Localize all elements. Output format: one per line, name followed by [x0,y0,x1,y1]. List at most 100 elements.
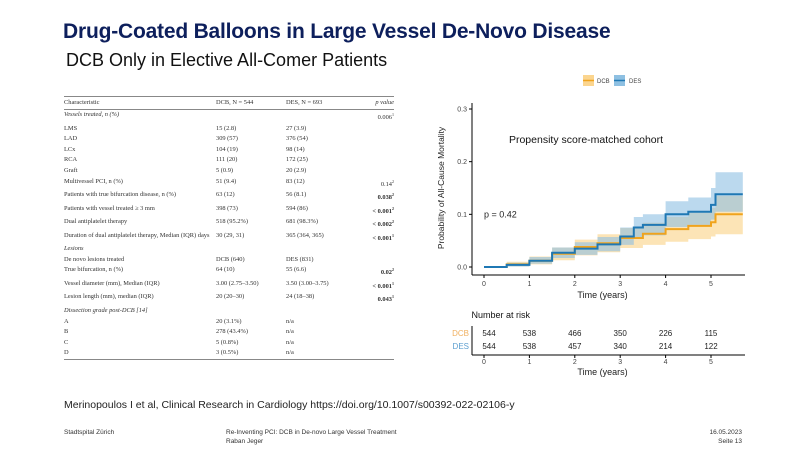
header-dcb: DCB, N = 544 [216,96,286,110]
p-value-annotation: p = 0.42 [484,209,517,219]
table-row: A 20 (3.1%) n/a [64,317,394,328]
row-p-value [358,255,394,266]
row-des-value [286,244,358,255]
table-row: Lesion length (mm), median (IQR) 20 (20–3… [64,292,394,306]
x-tick-label: 0 [482,281,486,288]
x-tick-label: 3 [618,281,622,288]
des-line [484,193,743,268]
header-characteristic: Characteristic [64,96,216,110]
table-row: Duration of dual antiplatelet therapy, M… [64,231,394,245]
row-p-value [358,306,394,317]
table-row: Multivessel PCI, n (%) 51 (9.4) 83 (12) 0.1… [64,177,394,191]
y-tick-label: 0.2 [457,159,467,166]
row-des-value: 365 (364, 365) [286,231,324,239]
row-label: Vessel diameter (mm), Median (IQR) [64,279,160,287]
risk-value: 115 [705,329,718,338]
table-row: LCx 104 (19) 98 (14) [64,145,394,156]
table-row: RCA 111 (20) 172 (25) [64,155,394,166]
row-dcb-value [216,110,286,124]
row-des-value: 24 (18–38) [286,293,315,301]
row-des-value: 98 (14) [286,145,305,153]
table-row: Graft 5 (0.9) 20 (2.9) [64,166,394,177]
row-p-value: 0.0431 [358,292,394,306]
row-dcb-value: 278 (43.4%) [216,328,248,336]
row-p-value: 0.142 [358,177,394,191]
row-p-value [358,338,394,349]
header-p-value: p value [358,96,394,110]
table-row: Vessel diameter (mm), Median (IQR) 3.00 (… [64,279,394,293]
row-label: Patients with true bifurcation disease, … [64,191,176,199]
row-dcb-value: 3 (0.5%) [216,348,286,360]
p-value-footnote: 2 [392,267,394,273]
risk-value: 544 [482,329,496,338]
row-dcb-value: 518 (95.2%) [216,218,248,226]
row-label: C [64,338,69,346]
row-label: RCA [64,156,78,164]
row-p-value: 0.022 [358,265,394,279]
row-dcb-value: DCB (640) [216,255,245,263]
des-confidence-band [484,172,743,267]
risk-value: 214 [659,342,673,351]
y-axis-title: Probability of All-Cause Mortality [436,126,446,249]
p-value-text: 0.038 [377,194,392,202]
risk-value: 538 [523,342,537,351]
row-des-value: 681 (98.3%) [286,218,318,226]
footer-right: 16.05.2023 Seite 13 [709,428,742,446]
row-p-value [358,155,394,166]
row-des-value: 376 (54) [286,135,308,143]
citation: Merinopoulos I et al, Clinical Research … [64,399,515,411]
row-label: A [64,317,69,325]
row-p-value [358,317,394,328]
row-dcb-value: 3.00 (2.75–3.50) [216,279,259,287]
slide-title: Drug-Coated Balloons in Large Vessel De-… [63,20,611,43]
row-dcb-value: 20 (3.1%) [216,317,242,325]
row-des-value: 20 (2.9) [286,166,307,174]
table-row: Patients with true bifurcation disease, … [64,190,394,204]
row-label: LCx [64,145,76,153]
row-dcb-value: 64 (10) [216,266,235,274]
table-row: B 278 (43.4%) n/a [64,327,394,338]
row-dcb-value [216,244,286,255]
footer-talk-title: Re-Inventing PCI: DCB in De-novo Large V… [226,428,397,446]
y-tick-label: 0.1 [457,212,467,219]
x-tick-label: 1 [527,281,531,288]
row-dcb-value: 63 (12) [216,191,235,199]
risk-value: 544 [482,342,496,351]
row-label: True bifurcation, n (%) [64,266,124,274]
p-value-footnote: 2 [392,192,394,198]
risk-value: 538 [523,329,537,338]
row-dcb-value: 111 (20) [216,156,238,164]
legend-dcb-label: DCB [597,79,610,85]
table-row: C 5 (0.8%) n/a [64,338,394,349]
row-p-value [358,124,394,135]
characteristics-table: Characteristic DCB, N = 544 DES, N = 693… [64,96,394,360]
table-row: De novo lesions treated DCB (640) DES (831… [64,255,394,266]
row-des-value [286,306,358,317]
p-value-text: 0.02 [380,269,392,277]
row-des-value: 55 (6.6) [286,266,307,274]
row-dcb-value: 104 (19) [216,145,238,153]
row-label: Multivessel PCI, n (%) [64,177,123,185]
p-value-footnote: 1 [392,112,394,117]
p-value-footnote: 1 [392,280,394,286]
row-label: LMS [64,124,78,132]
x-axis-title: Time (years) [577,290,627,300]
row-label: D [64,348,216,360]
kaplan-meier-chart: DCB DES 0.0 0.1 0.2 0.3 0 1 2 3 4 5 Time (years) Prob… [436,75,745,377]
footer-speaker: Raban Jeger [226,438,264,445]
row-p-value [358,134,394,145]
footer-page: Seite 13 [718,438,742,445]
x-tick-label: 5 [709,281,713,288]
row-p-value [358,244,394,255]
row-des-value: n/a [286,328,294,336]
row-label: De novo lesions treated [64,255,125,263]
row-p-value: < 0.0011 [358,279,394,293]
row-dcb-value: 30 (29, 31) [216,231,245,239]
table-header-row: Characteristic DCB, N = 544 DES, N = 693… [64,96,394,110]
risk-table-title: Number at risk [472,310,531,320]
x-tick-label: 2 [573,281,577,288]
legend-des-label: DES [629,79,641,85]
row-label: Vessels treated, n (%) [64,111,120,118]
row-dcb-value: 15 (2.8) [216,124,237,132]
y-tick-label: 0.3 [457,107,467,114]
